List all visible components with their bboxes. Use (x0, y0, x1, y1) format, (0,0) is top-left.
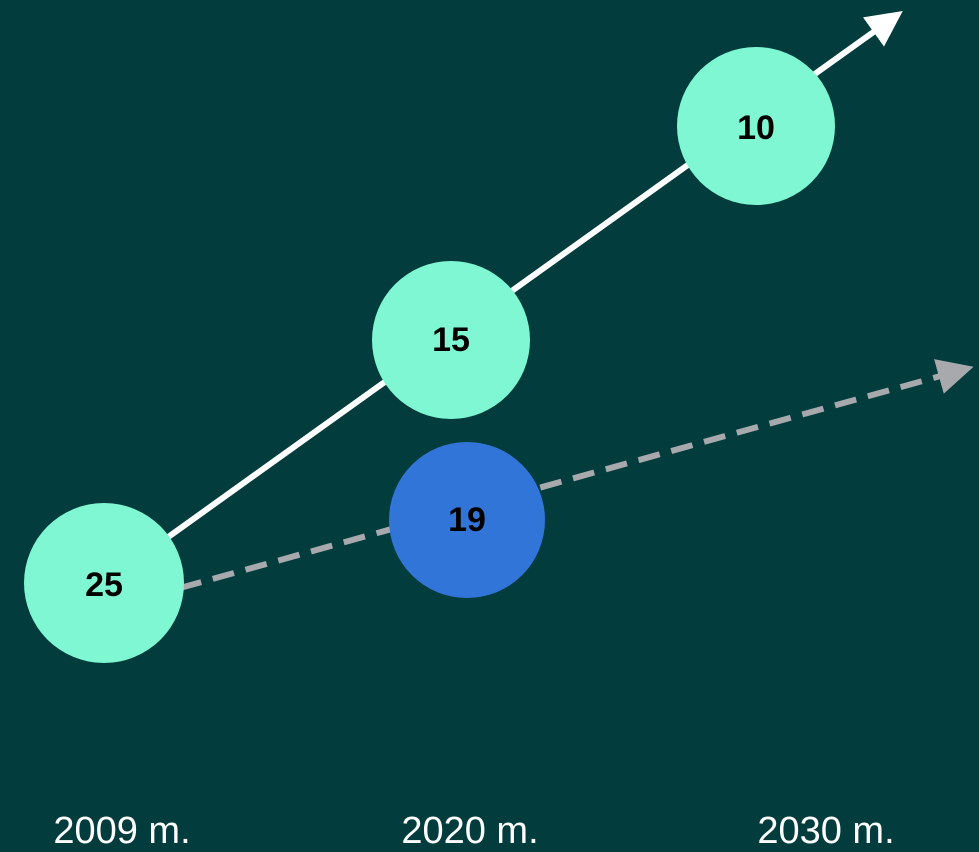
year-label: 2009 m. (53, 810, 190, 852)
year-label: 2020 m. (401, 810, 538, 852)
node-circle (677, 47, 835, 205)
node-label: 10 (737, 109, 775, 147)
node-label: 15 (432, 321, 470, 359)
node-label: 25 (85, 566, 123, 604)
node-label: 19 (448, 501, 486, 539)
node-circle (24, 503, 184, 663)
node-circle (372, 261, 530, 419)
node-circle (389, 442, 545, 598)
year-label: 2030 m. (757, 810, 894, 852)
